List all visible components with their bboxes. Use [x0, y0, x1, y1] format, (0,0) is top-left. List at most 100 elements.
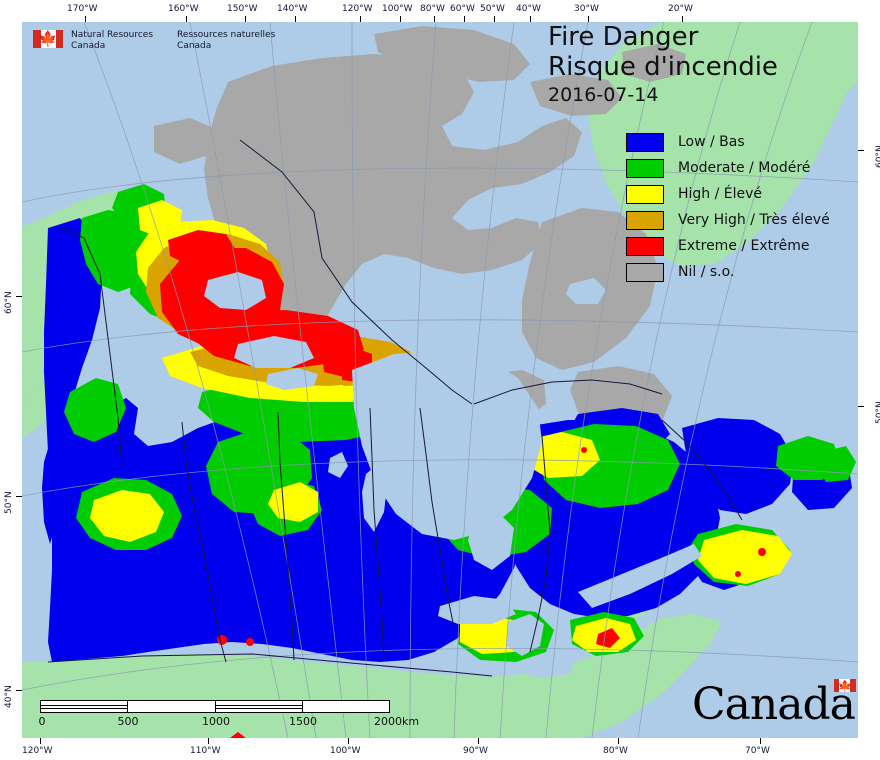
- axis-top-label-20w: 20°W: [668, 4, 693, 14]
- nil-island-d: [352, 108, 420, 146]
- title-en: Fire Danger: [548, 22, 699, 52]
- axis-right-label-50n: 50°N: [875, 401, 880, 424]
- legend-label-extreme: Extreme / Extrême: [678, 238, 810, 254]
- lakes-group: [204, 272, 702, 678]
- nrcan-en-line1: Natural Resources: [71, 30, 154, 40]
- canada-flag-icon: 🍁: [33, 30, 63, 48]
- axis-bottom-label-120w: 120°W: [22, 746, 53, 756]
- scale-seg-0-500: [41, 701, 129, 712]
- canada-flag-icon: 🍁: [833, 679, 856, 692]
- axis-top-label-140w: 140°W: [277, 4, 308, 14]
- james-bay: [468, 512, 514, 570]
- nil-island-a: [530, 74, 622, 116]
- lake-great-slave: [234, 336, 314, 368]
- border-on-qc: [529, 435, 551, 653]
- nrcan-fr-line1: Ressources naturelles: [177, 30, 276, 40]
- border-qc-lab: [661, 419, 743, 521]
- axis-bottom-label-70w: 70°W: [745, 746, 770, 756]
- title-fr: Risque d'incendie: [548, 52, 778, 82]
- map-frame: [21, 21, 859, 739]
- fire-high-maritimes-y: [698, 530, 792, 584]
- axis-bottom-label-80w: 80°W: [603, 746, 628, 756]
- axis-bottom-label-110w: 110°W: [190, 746, 221, 756]
- border-sk-mb: [369, 407, 385, 661]
- scale-bar-labels: 0 500 1000 1500 2000 km: [38, 713, 420, 728]
- axis-top-label-150w: 150°W: [227, 4, 258, 14]
- legend-swatch-nil: [626, 262, 664, 282]
- fire-high-sask: [268, 482, 318, 522]
- nil-arctic-mainland: [204, 54, 582, 366]
- legend-label-nil: Nil / s.o.: [678, 264, 735, 280]
- canada-wordmark: Canada 🍁: [692, 679, 856, 727]
- legend-swatch-high: [626, 184, 664, 204]
- fire-extreme-dot-8: [581, 447, 587, 453]
- legend-row-moderate: Moderate / Modéré: [626, 155, 830, 181]
- legend-row-low: Low / Bas: [626, 129, 830, 155]
- nil-island-c: [270, 144, 342, 184]
- axis-right: 60°N 50°N: [858, 0, 880, 760]
- legend-row-high: High / Élevé: [626, 181, 830, 207]
- scale-label-1000: 1000: [202, 715, 230, 728]
- map-title-block: Fire Danger Risque d'incendie 2016-07-14: [548, 22, 778, 109]
- axis-top-label-120w: 120°W: [342, 4, 373, 14]
- axis-bottom-label-100w: 100°W: [330, 746, 361, 756]
- legend: Low / Bas Moderate / Modéré High / Élevé…: [626, 129, 830, 285]
- nil-arctic-coast-west: [154, 118, 218, 164]
- axis-top-label-60w: 60°W: [450, 4, 475, 14]
- fire-extreme-dot-2: [596, 628, 620, 648]
- lake-nettilling: [566, 278, 606, 304]
- borders-group: [47, 139, 743, 677]
- nrcan-label-fr: Ressources naturelles Canada: [177, 30, 275, 52]
- fire-extreme-north-lobe: [168, 230, 236, 266]
- landmass-greenland-east: [782, 22, 858, 114]
- axis-bottom: 120°W 110°W 100°W 90°W 80°W 70°W: [0, 738, 880, 760]
- hudson-bay: [352, 350, 542, 540]
- scale-bar: 0 500 1000 1500 2000 km: [38, 700, 420, 728]
- nrcan-label-en: Natural Resources Canada: [71, 30, 153, 52]
- nrcan-fr-line2: Canada: [177, 41, 212, 51]
- axis-top-label-30w: 30°W: [574, 4, 599, 14]
- axis-top-label-170w: 170°W: [67, 4, 98, 14]
- nrcan-en-line2: Canada: [71, 41, 106, 51]
- title-date: 2016-07-14: [548, 84, 659, 106]
- fire-high-bc-sw: [90, 490, 164, 542]
- legend-swatch-moderate: [626, 158, 664, 178]
- legend-label-low: Low / Bas: [678, 134, 745, 150]
- lake-great-bear: [204, 272, 266, 310]
- axis-bottom-label-90w: 90°W: [463, 746, 488, 756]
- legend-swatch-very-high: [626, 210, 664, 230]
- scale-label-0: 0: [38, 715, 46, 728]
- legend-row-extreme: Extreme / Extrême: [626, 233, 830, 259]
- great-lakes-huron: [506, 614, 544, 656]
- fire-extreme-dot-7: [735, 571, 741, 577]
- fire-mod-bc-mtns: [64, 378, 126, 442]
- nrcan-logo: 🍁 Natural Resources Canada Ressources na…: [33, 30, 275, 52]
- canada-wordmark-text: Canada: [692, 679, 856, 730]
- legend-row-nil: Nil / s.o.: [626, 259, 830, 285]
- fire-extreme-dot-5: [246, 638, 254, 646]
- axis-left-label-40n: 40°N: [4, 685, 14, 708]
- scale-label-500: 500: [117, 715, 139, 728]
- legend-row-very-high: Very High / Très élevé: [626, 207, 830, 233]
- axis-left-label-60n: 60°N: [4, 291, 14, 314]
- axis-top-label-100w: 100°W: [382, 4, 413, 14]
- lake-reindeer: [328, 452, 348, 478]
- fire-high-yukon: [138, 200, 182, 238]
- border-bc-ab: [181, 421, 227, 663]
- map-canvas[interactable]: 🍁 Natural Resources Canada Ressources na…: [22, 22, 858, 738]
- great-lakes-erie-ontario: [520, 654, 574, 678]
- border-nu-qc: [473, 379, 663, 405]
- scale-seg-1000-1500: [215, 701, 303, 712]
- border-usa-49th: [47, 653, 493, 677]
- axis-left: 60°N 50°N 40°N: [0, 0, 22, 760]
- legend-swatch-low: [626, 132, 664, 152]
- scale-bar-track: [40, 700, 390, 713]
- border-mb-on: [419, 407, 455, 629]
- axis-top-label-80w: 80°W: [420, 4, 445, 14]
- axis-top-label-50w: 50°W: [480, 4, 505, 14]
- fire-extreme-dot-3: [230, 732, 246, 738]
- scale-label-1500: 1500: [289, 715, 317, 728]
- graticule-group: [22, 22, 858, 738]
- map-graphic: [22, 22, 858, 738]
